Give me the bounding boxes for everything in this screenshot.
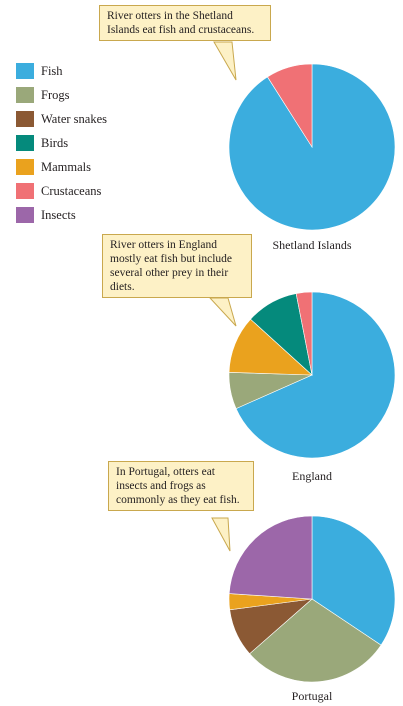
legend-label-birds: Birds — [41, 135, 69, 150]
portugal-callout-tail — [211, 517, 231, 552]
legend-item-crustaceans: Crustaceans — [16, 179, 107, 203]
england-pie-title: England — [292, 469, 332, 483]
legend-label-crustaceans: Crustaceans — [41, 183, 102, 198]
england-callout-tail — [208, 297, 237, 327]
portugal-slice-insects — [228, 515, 313, 600]
legend-label-water-snakes: Water snakes — [41, 111, 107, 126]
legend-label-insects: Insects — [41, 207, 76, 222]
legend-label-frogs: Frogs — [41, 87, 70, 102]
legend-swatch-fish — [16, 63, 34, 79]
portugal-pie-title: Portugal — [291, 689, 333, 703]
legend: Fish Frogs Water snakes Birds Mammals Cr… — [16, 59, 107, 227]
legend-item-mammals: Mammals — [16, 155, 107, 179]
shetland-pie-title: Shetland Islands — [272, 238, 352, 252]
shetland-callout: River otters in the Shetland Islands eat… — [99, 5, 271, 41]
portugal-slice-frogs — [249, 598, 382, 683]
england-pie-chart — [228, 291, 396, 459]
legend-item-water-snakes: Water snakes — [16, 107, 107, 131]
legend-label-fish: Fish — [41, 63, 63, 78]
shetland-pie-chart — [228, 63, 396, 231]
legend-item-frogs: Frogs — [16, 83, 107, 107]
legend-label-mammals: Mammals — [41, 159, 91, 174]
england-callout: River otters in England mostly eat fish … — [102, 234, 252, 298]
shetland-islands-slice-fish — [228, 63, 396, 231]
legend-swatch-insects — [16, 207, 34, 223]
legend-item-insects: Insects — [16, 203, 107, 227]
legend-item-fish: Fish — [16, 59, 107, 83]
legend-swatch-mammals — [16, 159, 34, 175]
legend-item-birds: Birds — [16, 131, 107, 155]
legend-swatch-crustaceans — [16, 183, 34, 199]
shetland-islands-slice-crustaceans — [267, 63, 313, 149]
portugal-callout: In Portugal, otters eat insects and frog… — [108, 461, 254, 511]
portugal-pie-chart — [228, 515, 396, 683]
shetland-callout-tail — [213, 41, 237, 81]
legend-swatch-water-snakes — [16, 111, 34, 127]
legend-swatch-frogs — [16, 87, 34, 103]
england-slice-crustaceans — [295, 291, 313, 376]
england-slice-fish — [235, 291, 396, 459]
legend-swatch-birds — [16, 135, 34, 151]
